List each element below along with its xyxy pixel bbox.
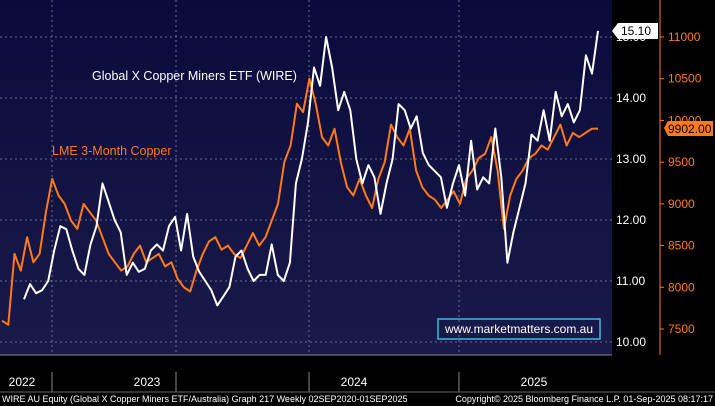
right-tick-label: 7500 xyxy=(668,322,695,336)
x-tick-label: 2024 xyxy=(341,375,368,389)
left-tick-label: 13.00 xyxy=(616,152,646,166)
right-tick-label: 11000 xyxy=(668,30,701,44)
series-layer xyxy=(1,30,599,326)
copper-last-value-box xyxy=(664,121,713,136)
watermark-box xyxy=(437,318,601,340)
right-tick-label: 9500 xyxy=(668,155,695,169)
wire-last-value-tag: 15.10 xyxy=(612,23,658,39)
footer-left: WIRE AU Equity (Global X Copper Miners E… xyxy=(2,394,408,404)
wire-last-value-box xyxy=(612,23,658,39)
x-tick-label: 2022 xyxy=(9,375,36,389)
x-tick-label: 2023 xyxy=(134,375,161,389)
left-tick-label: 11.00 xyxy=(616,274,645,288)
axes: 10.0011.0012.0013.0014.0015.007500800085… xyxy=(0,0,715,393)
right-tick-label: 8500 xyxy=(668,239,695,253)
left-tick-label: 14.00 xyxy=(616,91,646,105)
plot-area xyxy=(0,0,612,355)
watermark-text: www.marketmatters.com.au xyxy=(444,322,593,336)
right-tick-label: 8000 xyxy=(668,280,695,294)
right-tick-label: 10500 xyxy=(668,72,702,86)
wire-series-line xyxy=(23,30,599,307)
left-tick-label: 10.00 xyxy=(616,335,646,349)
footer-right: Copyright© 2025 Bloomberg Finance L.P. 0… xyxy=(455,394,713,404)
wire-series-label: Global X Copper Miners ETF (WIRE) xyxy=(92,69,297,83)
copper-last-value: 9902.00 xyxy=(668,122,712,136)
copper-series-label: LME 3-Month Copper xyxy=(52,144,172,158)
wire-last-value: 15.10 xyxy=(621,24,651,38)
x-tick-label: 2025 xyxy=(521,375,548,389)
copper-series-line xyxy=(1,77,599,326)
left-tick-label: 12.00 xyxy=(616,213,646,227)
right-tick-label: 9000 xyxy=(668,197,695,211)
copper-last-value-tag: 9902.00 xyxy=(664,121,713,136)
